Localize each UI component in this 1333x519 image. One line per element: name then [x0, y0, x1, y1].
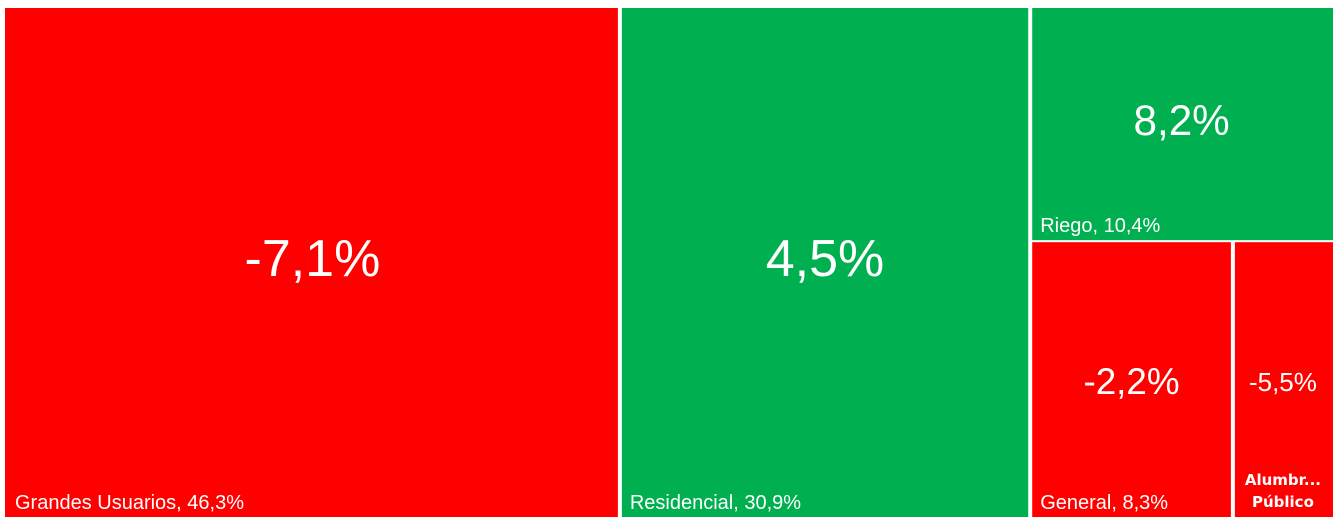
tile	[5, 8, 618, 517]
label-line: Alumbr...	[1245, 471, 1321, 489]
change-label: 4,5%	[766, 230, 885, 288]
change-label: -5,5%	[1249, 367, 1317, 397]
tile	[621, 8, 1029, 517]
category-label: General, 8,3%	[1040, 492, 1168, 514]
change-label: -7,1%	[245, 230, 381, 288]
category-label: Residencial, 30,9%	[630, 492, 801, 514]
category-label: Alumbr... Público	[1245, 471, 1321, 511]
category-label: Riego, 10,4%	[1040, 215, 1160, 237]
category-label: Grandes Usuarios, 46,3%	[15, 492, 244, 514]
change-label: -2,2%	[1083, 361, 1179, 402]
label-line: Público	[1252, 493, 1314, 511]
change-label: 8,2%	[1134, 97, 1230, 144]
tile	[1234, 242, 1333, 517]
tile	[1032, 242, 1231, 517]
tile	[1032, 8, 1333, 241]
